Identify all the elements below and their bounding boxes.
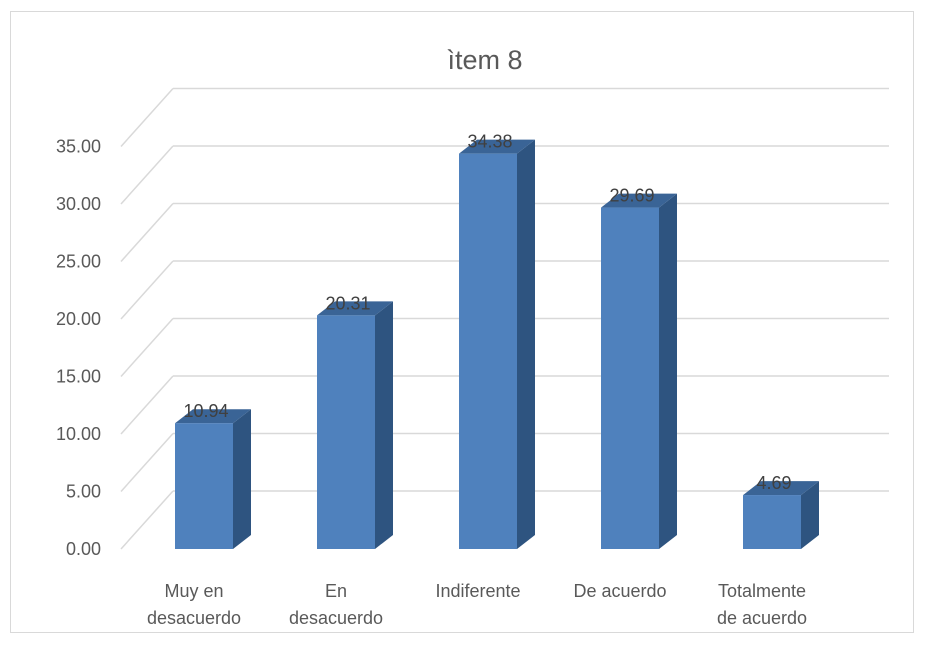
data-label: 29.69 xyxy=(609,186,654,206)
gridline-diagonal xyxy=(121,89,173,147)
bar-side xyxy=(659,194,677,549)
x-tick-label: En xyxy=(325,581,347,601)
gridline-diagonal xyxy=(121,204,173,262)
bar-side xyxy=(375,301,393,549)
y-tick-label: 35.00 xyxy=(56,137,101,157)
x-axis: Muy en desacuerdo En desacuerdo Indiferente D… xyxy=(147,581,807,628)
gridline-diagonal xyxy=(121,376,173,434)
x-tick-label: De acuerdo xyxy=(573,581,666,601)
y-tick-label: 20.00 xyxy=(56,309,101,329)
x-tick-label: Totalmente xyxy=(718,581,806,601)
bar-chart: ìtem 8 0.00 5.00 10.00 15.00 20.00 25.00 30.00… xyxy=(11,12,915,634)
y-tick-label: 15.00 xyxy=(56,367,101,387)
gridline-diagonal xyxy=(121,261,173,319)
gridline-diagonal xyxy=(121,319,173,377)
x-tick-label: Indiferente xyxy=(435,581,520,601)
data-label: 34.38 xyxy=(467,132,512,152)
bar-side xyxy=(233,409,251,549)
y-tick-label: 30.00 xyxy=(56,194,101,214)
bar xyxy=(459,154,517,549)
chart-title: ìtem 8 xyxy=(447,45,522,75)
bar xyxy=(601,208,659,549)
bars xyxy=(175,140,819,549)
gridline-diagonal xyxy=(121,434,173,492)
x-tick-label: Muy en xyxy=(164,581,223,601)
y-axis: 0.00 5.00 10.00 15.00 20.00 25.00 30.00 35.00 xyxy=(56,137,101,560)
chart-container: ìtem 8 0.00 5.00 10.00 15.00 20.00 25.00 30.00… xyxy=(10,11,914,633)
data-label: 4.69 xyxy=(756,473,791,493)
bar-side xyxy=(517,140,535,549)
data-label: 20.31 xyxy=(325,293,370,313)
y-tick-label: 10.00 xyxy=(56,424,101,444)
x-tick-label: desacuerdo xyxy=(147,608,241,628)
gridline-diagonal xyxy=(121,491,173,549)
y-tick-label: 5.00 xyxy=(66,482,101,502)
bar xyxy=(317,315,375,549)
y-tick-label: 0.00 xyxy=(66,539,101,559)
y-tick-label: 25.00 xyxy=(56,252,101,272)
gridline-diagonal xyxy=(121,146,173,204)
bar xyxy=(175,423,233,549)
data-label: 10.94 xyxy=(183,401,228,421)
bar xyxy=(743,495,801,549)
x-tick-label: desacuerdo xyxy=(289,608,383,628)
x-tick-label: de acuerdo xyxy=(717,608,807,628)
